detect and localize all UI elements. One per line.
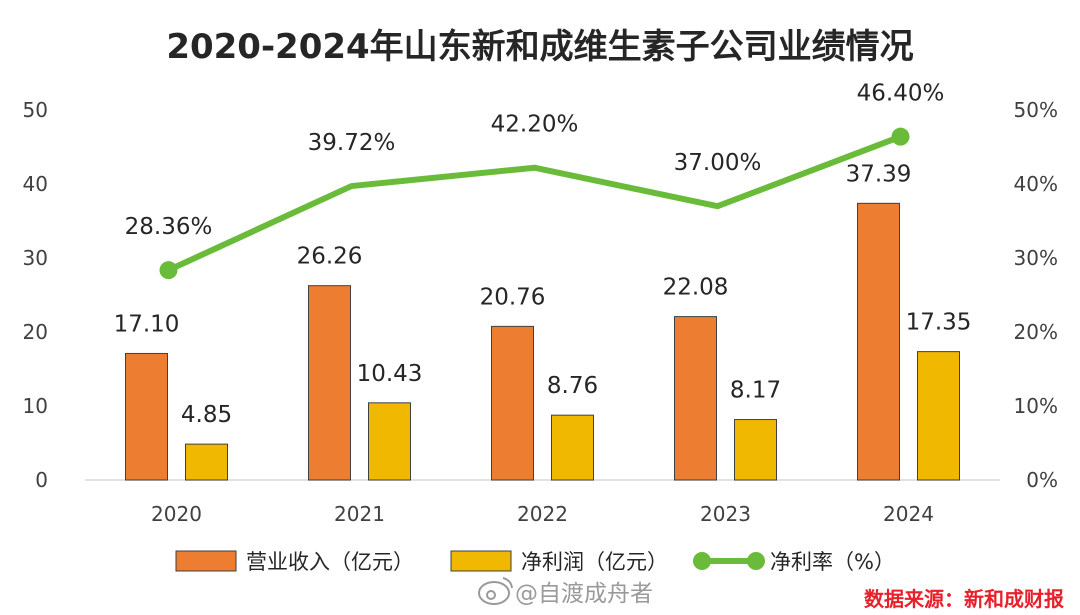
revenue-bar: [125, 352, 168, 481]
margin-line: [159, 127, 910, 280]
y-left-tick-label: 50: [23, 98, 48, 122]
revenue-bar: [857, 202, 900, 481]
margin-point: [891, 127, 910, 146]
margin-point: [159, 261, 178, 280]
legend-swatch-profit: [450, 550, 512, 572]
revenue-bar: [491, 325, 534, 481]
y-left-tick-label: 30: [23, 246, 48, 270]
watermark-text: @自渡成舟者: [515, 581, 653, 607]
watermark: @自渡成舟者: [478, 577, 653, 607]
x-tick-label: 2024: [883, 502, 934, 526]
revenue-bar: [308, 285, 351, 481]
legend-label-profit: 净利润（亿元）: [521, 550, 668, 574]
revenue-bar-label: 37.39: [846, 161, 912, 187]
legend-label-margin: 净利率（%）: [770, 550, 895, 574]
x-tick-label: 2023: [700, 502, 751, 526]
y-right-tick-label: 10%: [1014, 394, 1058, 418]
margin-line-path: [167, 133, 902, 273]
profit-bar-label: 17.35: [906, 310, 972, 336]
margin-point-label: 37.00%: [674, 150, 762, 176]
profit-bar: [917, 351, 960, 481]
x-tick-label: 2021: [334, 502, 385, 526]
revenue-bar-label: 26.26: [297, 244, 363, 270]
margin-point-label: 46.40%: [857, 81, 945, 107]
bars: [125, 202, 960, 481]
profit-bar-label: 8.76: [547, 373, 598, 399]
profit-bar: [551, 414, 594, 481]
y-left-tick-label: 10: [23, 394, 48, 418]
legend-swatch-margin-marker: [747, 552, 765, 570]
y-right-tick-label: 40%: [1014, 172, 1058, 196]
x-tick-label: 2022: [517, 502, 568, 526]
weibo-icon: [478, 577, 513, 605]
profit-bar: [368, 402, 411, 481]
revenue-bar: [674, 316, 717, 481]
source-note: 数据来源：新和成财报: [864, 587, 1064, 611]
margin-point-label: 42.20%: [491, 112, 579, 138]
revenue-bar-label: 22.08: [663, 275, 729, 301]
x-tick-label: 2020: [151, 502, 202, 526]
y-right-tick-label: 20%: [1014, 320, 1058, 344]
y-right-tick-label: 30%: [1014, 246, 1058, 270]
profit-bar-label: 4.85: [181, 402, 232, 428]
margin-point-label: 39.72%: [308, 130, 396, 156]
y-right-tick-label: 50%: [1014, 98, 1058, 122]
legend-swatch-revenue: [175, 550, 237, 572]
y-left-tick-label: 0: [35, 468, 48, 492]
profit-bar-label: 8.17: [730, 378, 781, 404]
y-left-tick-label: 40: [23, 172, 48, 196]
revenue-bar-label: 17.10: [114, 311, 180, 337]
legend-label-revenue: 营业收入（亿元）: [246, 550, 414, 574]
y-left-tick-label: 20: [23, 320, 48, 344]
data-labels: 17.10 26.26 20.76 22.08 37.39 4.85 10.43 8.76 8.…: [114, 81, 972, 428]
y-right-tick-label: 0%: [1026, 468, 1058, 492]
legend: 营业收入（亿元） 净利润（亿元） 净利率（%）: [175, 550, 895, 574]
axes: 0 10 20 30 40 50 0% 10% 20% 30% 40% 50% 2020 2021 2022…: [23, 98, 1058, 526]
profit-bar: [734, 419, 777, 481]
profit-bar-label: 10.43: [357, 361, 423, 387]
margin-point-label: 28.36%: [125, 214, 213, 240]
chart-title: 2020-2024年山东新和成维生素子公司业绩情况: [166, 27, 913, 67]
revenue-bar-label: 20.76: [480, 284, 546, 310]
legend-swatch-margin-marker: [693, 552, 711, 570]
profit-bar: [185, 443, 228, 481]
